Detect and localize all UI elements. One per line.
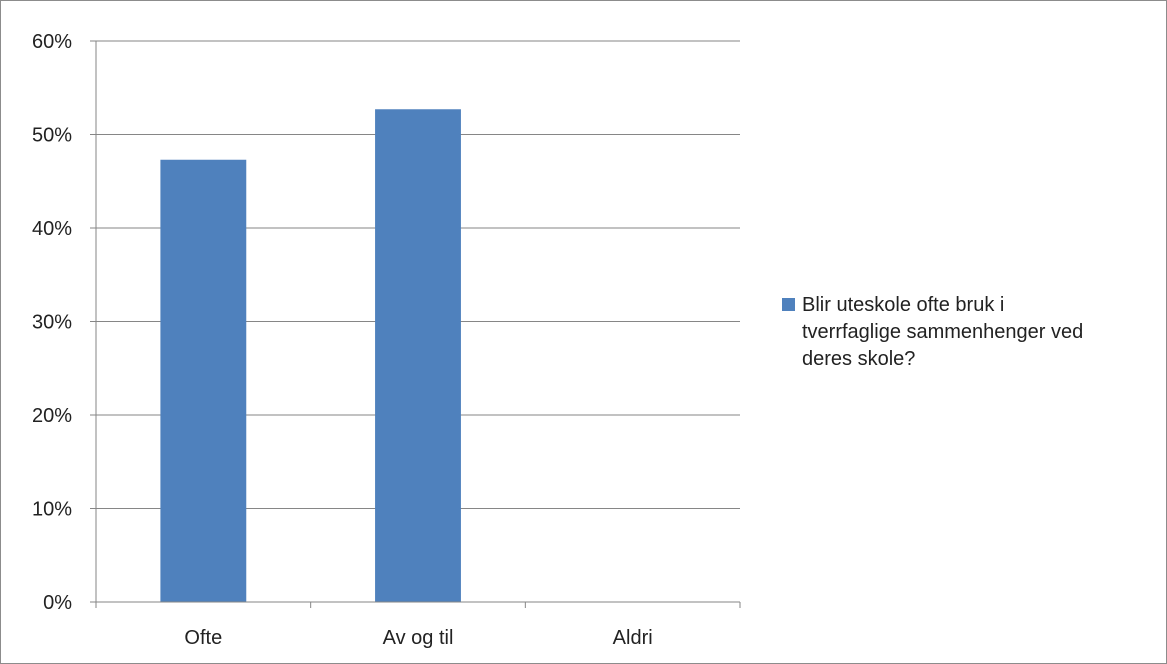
y-tick-label: 50% bbox=[32, 125, 72, 147]
y-tick-label: 0% bbox=[43, 592, 72, 614]
y-tick-label: 30% bbox=[32, 312, 72, 334]
legend-swatch bbox=[782, 298, 795, 311]
x-axis: Ofte Av og til Aldri bbox=[95, 41, 741, 649]
y-tick-label: 10% bbox=[32, 499, 72, 521]
y-tick-label: 40% bbox=[32, 218, 72, 240]
x-tick-label: Aldri bbox=[613, 627, 653, 649]
y-tick-label: 60% bbox=[32, 31, 72, 53]
y-axis-ticks: 0% 10% 20% 30% 40% 50% 60% bbox=[32, 31, 96, 614]
legend-label: Blir uteskole ofte bruk i tverrfaglige s… bbox=[802, 294, 1084, 370]
x-tick-label: Av og til bbox=[383, 627, 454, 649]
bars bbox=[160, 109, 461, 602]
x-tick-label: Ofte bbox=[184, 627, 222, 649]
bar bbox=[375, 109, 461, 602]
bar bbox=[160, 159, 247, 602]
legend: Blir uteskole ofte bruk i tverrfaglige s… bbox=[782, 292, 1102, 373]
y-tick-label: 20% bbox=[32, 405, 72, 427]
